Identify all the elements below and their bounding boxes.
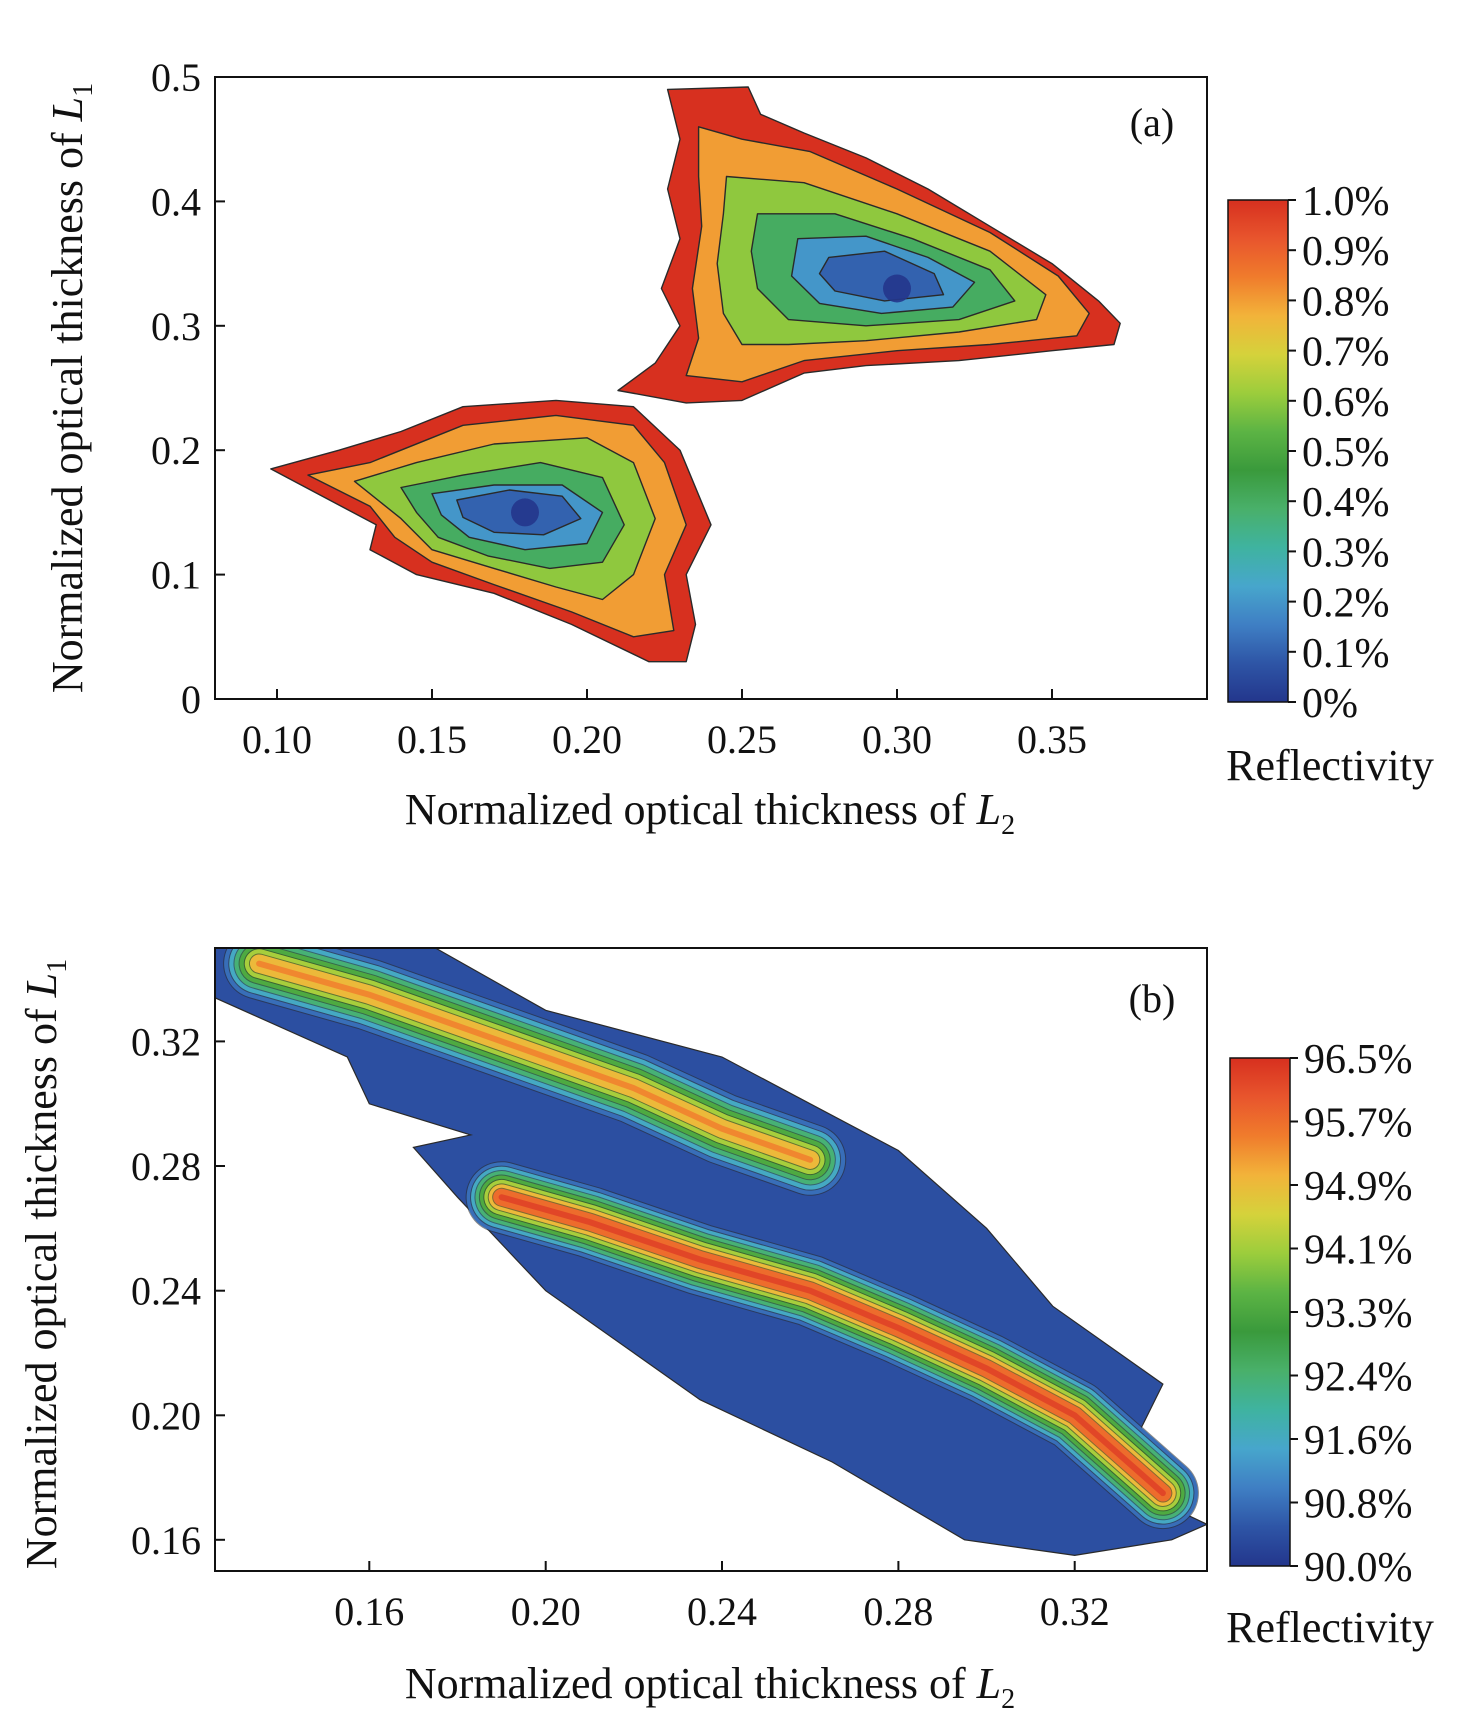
y-tick-label: 0.3 [151,304,201,349]
y-axis-label-a: Normalized optical thickness of L1 [43,83,99,693]
ridge-peak [498,1194,1166,1497]
y-axis-label-b: Normalized optical thickness of L1 [17,959,73,1569]
colorbar-label: 95.7% [1304,1101,1413,1147]
colorbar-label: 0.8% [1302,279,1390,325]
x-tick-label: 0.30 [862,717,932,762]
panel-label-a: (a) [1130,100,1174,145]
ridge-peak [256,960,814,1163]
y-tick-label: 0.16 [131,1518,201,1563]
y-tick-label: 0.20 [131,1393,201,1438]
colorbar-label: 0.1% [1302,631,1390,677]
panel-label-b: (b) [1129,976,1176,1021]
colorbar-label: 94.1% [1304,1228,1413,1274]
colorbar-gradient [1227,199,1289,703]
y-tick-label: 0.28 [131,1144,201,1189]
contour-plot-a [270,86,1121,663]
x-tick-label: 0.25 [707,717,777,762]
y-tick-label: 0 [181,677,201,722]
colorbar-label: 0.3% [1302,530,1390,576]
colorbar-label: 92.4% [1304,1355,1413,1401]
ridge-lower-ridge [465,1161,1199,1530]
x-axis-a: 0.10 0.15 0.20 0.25 0.30 0.35 [242,689,1087,762]
colorbar-label: 90.0% [1304,1545,1413,1591]
x-tick-label: 0.28 [863,1589,933,1634]
x-tick-label: 0.24 [687,1589,757,1634]
x-axis-label-b: Normalized optical thickness of L2 [405,1659,1015,1715]
x-tick-label: 0.20 [552,717,622,762]
colorbar-label: 0.4% [1302,480,1390,526]
region-upper-lobe [617,86,1121,404]
x-tick-label: 0.10 [242,717,312,762]
plot-frame-a [214,76,1208,700]
x-tick-label: 0.16 [334,1589,404,1634]
colorbar-label: 93.3% [1304,1291,1413,1337]
x-tick-label: 0.32 [1040,1589,1110,1634]
colorbar-label: 0.6% [1302,380,1390,426]
y-axis-b: 0.16 0.20 0.24 0.28 0.32 [131,1019,225,1563]
y-tick-label: 0.24 [131,1269,201,1314]
plot-frame-b [214,947,1208,1572]
ridge-upper-ridge [223,948,847,1196]
colorbar-b: 96.5% 95.7% 94.9% 94.1% 93.3% 92.4% 91.6% 90.8%… [1229,1037,1413,1591]
y-tick-label: 0.5 [151,55,201,100]
y-tick-label: 0.4 [151,179,201,224]
colorbar-gradient [1229,1057,1291,1567]
colorbar-label: 91.6% [1304,1418,1413,1464]
y-axis-a: 0 0.1 0.2 0.3 0.4 0.5 [151,55,225,722]
y-tick-label: 0.32 [131,1019,201,1064]
x-tick-label: 0.20 [511,1589,581,1634]
x-tick-label: 0.35 [1017,717,1087,762]
x-axis-b: 0.16 0.20 0.24 0.28 0.32 [334,1561,1110,1634]
core-upper-lobe [883,274,911,303]
core-lower-lobe [511,498,539,527]
colorbar-title-b: Reflectivity [1226,1603,1434,1652]
colorbar-label: 0.2% [1302,581,1390,627]
colorbar-label: 0% [1302,681,1358,727]
colorbar-label: 94.9% [1304,1164,1413,1210]
colorbar-title-a: Reflectivity [1226,741,1434,790]
y-tick-label: 0.1 [151,553,201,598]
x-axis-label-a: Normalized optical thickness of L2 [405,785,1015,841]
panel-b: 0.16 0.20 0.24 0.28 0.32 0.16 0.20 0.24 0.28 0.3… [17,947,1434,1715]
panel-a: 0.10 0.15 0.20 0.25 0.30 0.35 0 0.1 0.2 0.3 0.4 0.… [43,55,1434,841]
region-lower-lobe [270,399,712,663]
colorbar-label: 90.8% [1304,1482,1413,1528]
colorbar-label: 0.7% [1302,330,1390,376]
contour-plot-b [215,948,1207,1557]
colorbar-label: 0.5% [1302,430,1390,476]
y-tick-label: 0.2 [151,428,201,473]
colorbar-a: 1.0%0.9%0.8% 0.7%0.6%0.5%0.4%0.3% 0.2%0.1%… [1227,179,1390,727]
colorbar-label: 96.5% [1304,1037,1413,1083]
x-tick-label: 0.15 [397,717,467,762]
colorbar-label: 1.0% [1302,179,1390,225]
contour-upper-lobe-5 [818,250,945,302]
colorbar-label: 0.9% [1302,229,1390,275]
